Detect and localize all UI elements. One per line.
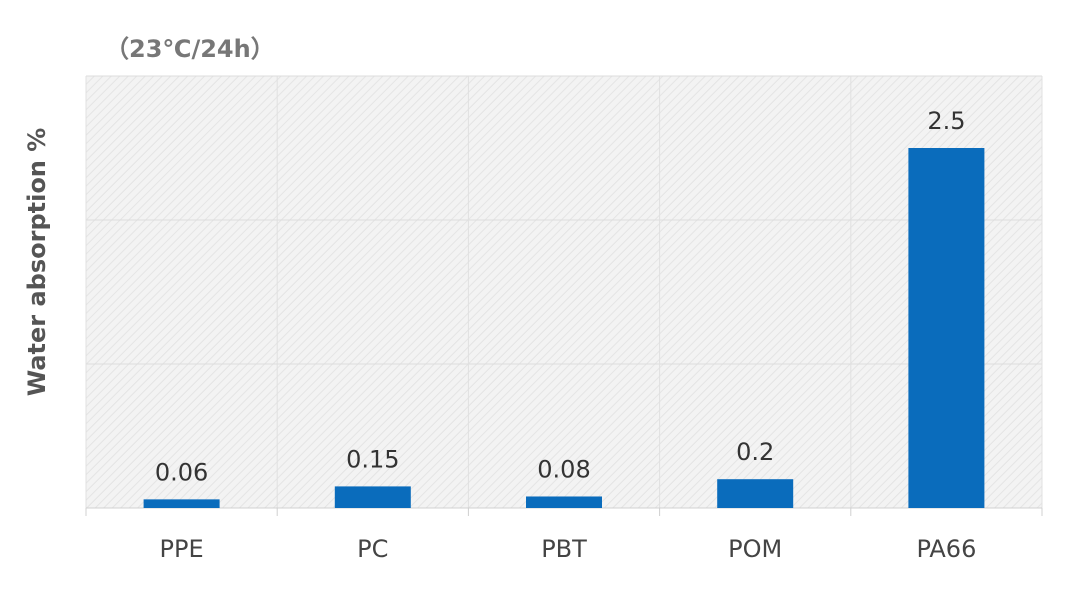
value-label: 2.5 xyxy=(927,107,965,135)
value-label: 0.06 xyxy=(155,458,208,486)
chart-title: （23℃/24h） xyxy=(105,35,275,63)
bar xyxy=(717,479,794,508)
value-label: 0.2 xyxy=(736,438,774,466)
y-axis-label: Water absorption % xyxy=(23,128,51,397)
bar xyxy=(908,148,985,508)
bar xyxy=(526,496,602,508)
x-tick-label: PC xyxy=(357,535,388,563)
value-label: 0.08 xyxy=(537,455,590,483)
x-tick-label: PA66 xyxy=(916,535,976,563)
plot-background xyxy=(86,76,1042,508)
x-tick-label: PBT xyxy=(541,535,587,563)
value-label: 0.15 xyxy=(346,445,399,473)
x-tick-label: PPE xyxy=(160,535,204,563)
x-tick-label: POM xyxy=(728,535,782,563)
bar xyxy=(334,486,411,508)
bar xyxy=(143,499,220,508)
